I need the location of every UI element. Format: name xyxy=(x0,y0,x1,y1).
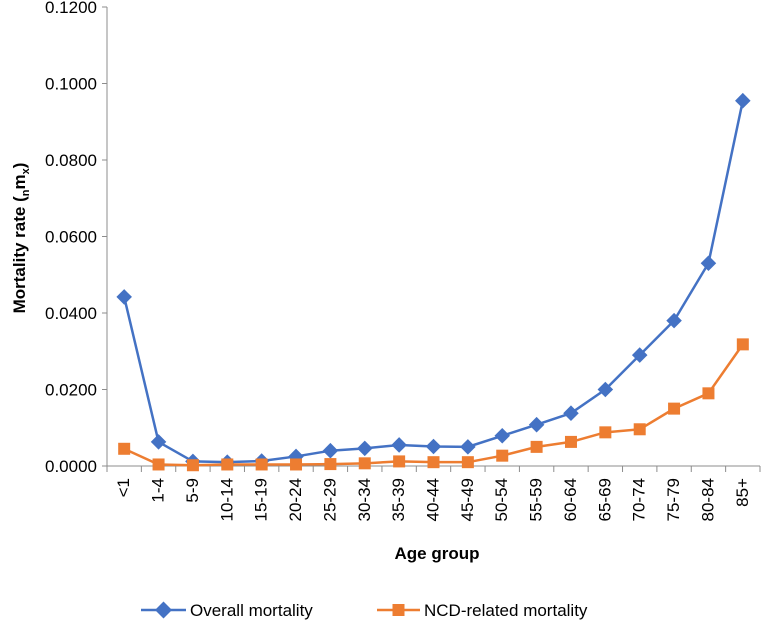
y-tick-label: 0.0000 xyxy=(45,457,97,476)
x-tick-label: 65-69 xyxy=(595,478,614,521)
x-tick-label: 85+ xyxy=(733,478,752,507)
x-tick-label: 5-9 xyxy=(183,478,202,503)
legend-label-overall: Overall mortality xyxy=(190,601,313,620)
x-tick-label: 75-79 xyxy=(664,478,683,521)
data-point-square xyxy=(324,458,337,471)
legend-item-overall: Overall mortality xyxy=(141,601,313,620)
data-point-square xyxy=(668,402,681,415)
x-axis-title: Age group xyxy=(395,544,480,563)
data-point-square xyxy=(290,458,303,471)
x-tick-label: 45-49 xyxy=(458,478,477,521)
y-axis: 0.0000 0.0200 0.0400 0.0600 0.0800 0.1000 0.12… xyxy=(45,0,108,476)
x-tick-label: 80-84 xyxy=(698,478,717,521)
data-point-square xyxy=(702,387,715,400)
data-point-square xyxy=(152,458,165,471)
x-tick-label: 60-64 xyxy=(561,478,580,521)
data-point-square xyxy=(186,459,199,472)
legend-marker-diamond-icon xyxy=(155,601,172,619)
data-point-diamond xyxy=(322,442,339,459)
legend-item-ncd: NCD-related mortality xyxy=(377,601,588,620)
x-tick-label: 15-19 xyxy=(252,478,271,521)
x-tick-label: <1 xyxy=(114,478,133,497)
data-point-diamond xyxy=(425,438,442,455)
data-point-diamond xyxy=(460,439,476,455)
y-axis-title-sub-n: n xyxy=(20,189,32,196)
x-tick-label: 30-34 xyxy=(355,478,374,521)
data-point-square xyxy=(736,338,749,351)
y-axis-title-end: ) xyxy=(10,163,29,169)
data-point-square xyxy=(530,440,543,453)
x-tick-label: 10-14 xyxy=(217,478,236,521)
data-point-square xyxy=(564,435,577,448)
data-point-square xyxy=(221,458,234,471)
data-point-square xyxy=(118,442,131,455)
y-tick-label: 0.1200 xyxy=(45,0,97,17)
data-point-diamond xyxy=(150,434,167,450)
data-point-diamond xyxy=(356,440,373,457)
data-point-square xyxy=(393,455,406,468)
data-point-square xyxy=(461,456,474,469)
y-tick-label: 0.0600 xyxy=(45,228,97,247)
series-line xyxy=(122,100,745,464)
y-axis-title: Mortality rate (nmx) xyxy=(10,163,32,314)
x-tick-label: 50-54 xyxy=(492,478,511,521)
data-point-square xyxy=(496,449,509,462)
legend-marker-square-icon xyxy=(392,604,405,616)
data-point-square xyxy=(358,457,371,470)
y-tick-label: 0.0400 xyxy=(45,304,97,323)
x-axis: <1 1-4 5-9 10-14 15-19 20-24 25-29 30-34 35-39 40… xyxy=(106,465,761,521)
legend: Overall mortality NCD-related mortality xyxy=(141,601,588,620)
y-tick-label: 0.0200 xyxy=(45,381,97,400)
y-tick-label: 0.0800 xyxy=(45,151,97,170)
x-tick-label: 20-24 xyxy=(286,478,305,521)
data-point-diamond xyxy=(735,92,751,109)
data-point-diamond xyxy=(116,289,132,305)
x-tick-label: 40-44 xyxy=(424,478,443,521)
series-overall-mortality xyxy=(116,92,751,470)
data-point-diamond xyxy=(391,437,407,453)
y-axis-title-main: Mortality rate ( xyxy=(10,196,29,313)
y-axis-title-sub-x: x xyxy=(20,167,32,174)
x-tick-label: 55-59 xyxy=(527,478,546,521)
legend-label-ncd: NCD-related mortality xyxy=(424,601,588,620)
y-tick-label: 0.1000 xyxy=(45,75,97,94)
x-tick-label: 1-4 xyxy=(149,478,168,503)
data-point-diamond xyxy=(494,428,511,444)
y-axis-title-m: m xyxy=(10,174,29,189)
series-ncd-related-mortality xyxy=(118,338,749,472)
data-point-diamond xyxy=(700,255,717,272)
data-point-square xyxy=(633,423,646,436)
x-tick-label: 25-29 xyxy=(320,478,339,521)
data-point-diamond xyxy=(563,405,579,421)
data-point-square xyxy=(255,458,268,471)
data-point-diamond xyxy=(528,416,545,433)
series-layer xyxy=(116,92,751,472)
data-point-square xyxy=(427,456,440,469)
x-tick-label: 35-39 xyxy=(389,478,408,521)
data-point-square xyxy=(599,426,612,439)
x-tick-label: 70-74 xyxy=(630,478,649,521)
